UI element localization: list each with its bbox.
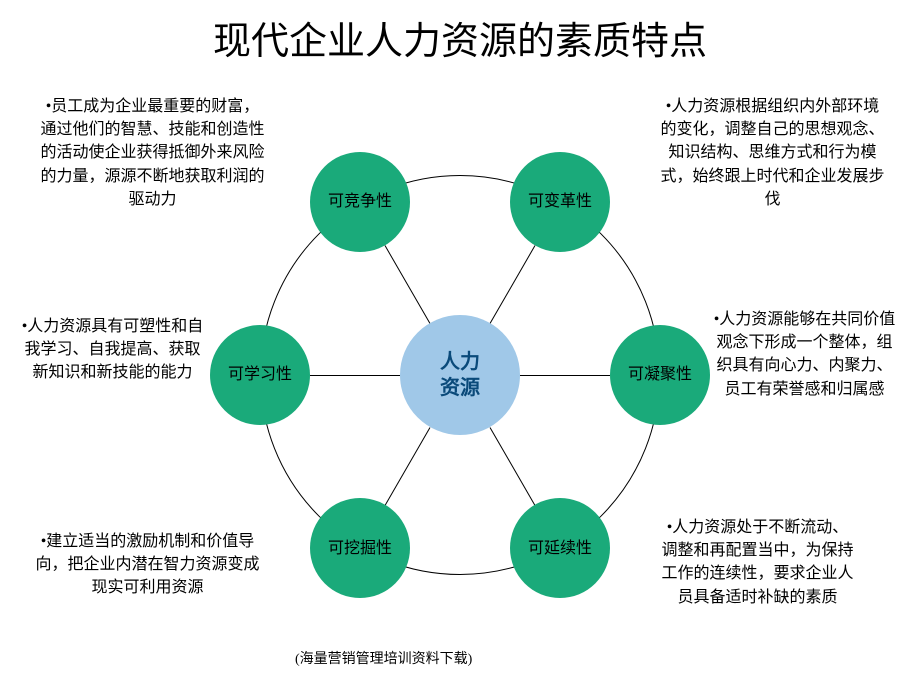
node: 可竞争性 [310,152,410,252]
node: 可变革性 [510,152,610,252]
footer-note: (海量营销管理培训资料下载) [295,648,472,668]
spoke [310,375,400,376]
description: •建立适当的激励机制和价值导向，把企业内潜在智力资源变成现实可利用资源 [35,530,260,600]
spoke [520,375,610,376]
node: 可延续性 [510,498,610,598]
node-label: 可竞争性 [328,192,392,211]
center-hub: 人力 资源 [400,315,520,435]
description: •人力资源能够在共同价值观念下形成一个整体，组织具有向心力、内聚力、员工有荣誉感… [712,308,897,401]
node-label: 可延续性 [528,539,592,558]
hub-line2: 资源 [440,375,480,401]
node: 可学习性 [210,325,310,425]
hub-line1: 人力 [440,349,480,375]
node-label: 可凝聚性 [628,365,692,384]
node-label: 可挖掘性 [328,539,392,558]
node: 可挖掘性 [310,498,410,598]
description: •人力资源处于不断流动、调整和再配置当中，为保持工作的连续性，要求企业人员具备适… [660,516,855,609]
description: •员工成为企业最重要的财富，通过他们的智慧、技能和创造性的活动使企业获得抵御外来… [40,95,265,211]
description: •人力资源根据组织内外部环境的变化，调整自己的思想观念、知识结构、思维方式和行为… [660,95,885,211]
node-label: 可变革性 [528,192,592,211]
description: •人力资源具有可塑性和自我学习、自我提高、获取新知识和新技能的能力 [20,315,205,385]
node-label: 可学习性 [228,365,292,384]
node: 可凝聚性 [610,325,710,425]
